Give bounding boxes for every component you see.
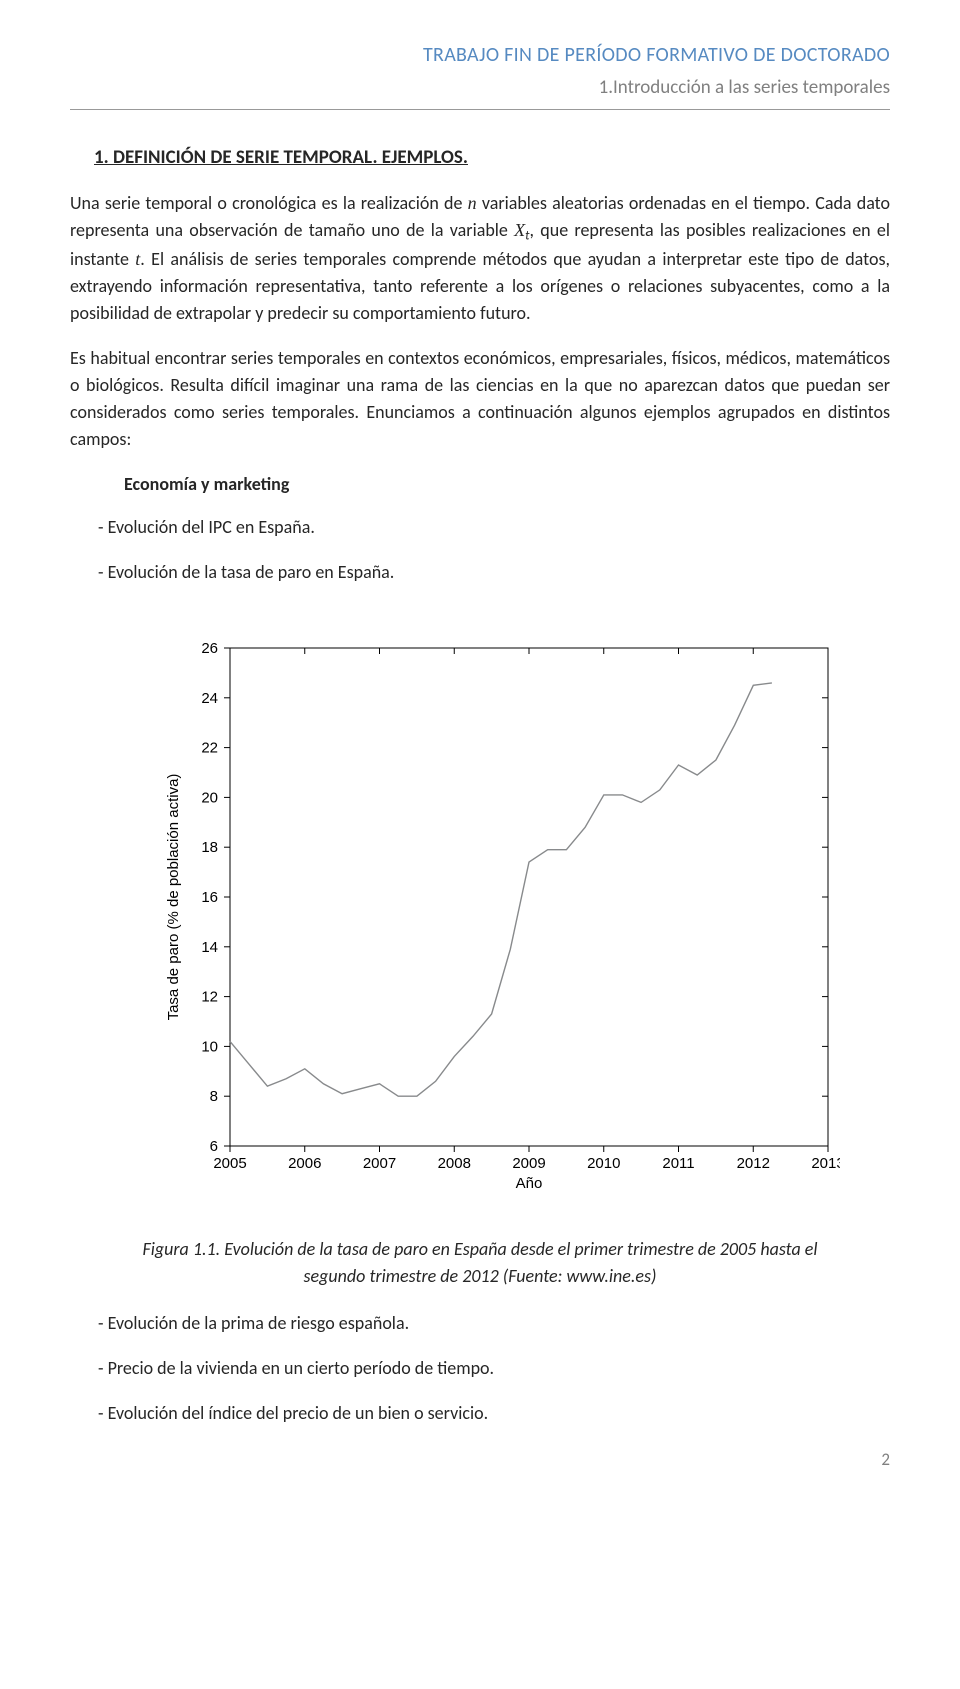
subsection-heading: Economía y marketing — [124, 471, 890, 498]
list-item: - Precio de la vivienda en un cierto per… — [98, 1355, 890, 1382]
caption-line-2: segundo trimestre de 2012 (Fuente: www.i… — [304, 1265, 657, 1287]
page: TRABAJO FIN DE PERÍODO FORMATIVO DE DOCT… — [0, 0, 960, 1503]
p1-text-a: Una serie temporal o cronológica es la r… — [70, 192, 468, 214]
unemployment-chart: 2005200620072008200920102011201220136810… — [160, 636, 840, 1196]
document-header: TRABAJO FIN DE PERÍODO FORMATIVO DE DOCT… — [70, 40, 890, 110]
caption-line-1: Figura 1.1. Evolución de la tasa de paro… — [142, 1238, 817, 1260]
svg-text:2012: 2012 — [737, 1155, 770, 1172]
line-chart-svg: 2005200620072008200920102011201220136810… — [160, 636, 840, 1196]
svg-text:8: 8 — [210, 1088, 218, 1105]
math-X: X — [514, 220, 525, 240]
math-n: n — [468, 193, 477, 213]
svg-text:6: 6 — [210, 1138, 218, 1155]
section-heading: 1. DEFINICIÓN DE SERIE TEMPORAL. EJEMPLO… — [94, 144, 890, 173]
paragraph-1: Una serie temporal o cronológica es la r… — [70, 190, 890, 327]
figure-caption: Figura 1.1. Evolución de la tasa de paro… — [70, 1236, 890, 1290]
list-item: - Evolución de la prima de riesgo españo… — [98, 1310, 890, 1337]
list-item: - Evolución de la tasa de paro en España… — [98, 559, 890, 586]
paragraph-2: Es habitual encontrar series temporales … — [70, 345, 890, 453]
document-subtitle: 1.Introducción a las series temporales — [70, 74, 890, 103]
svg-text:16: 16 — [201, 889, 218, 906]
svg-text:2008: 2008 — [438, 1155, 471, 1172]
list-item: - Evolución del IPC en España. — [98, 514, 890, 541]
svg-text:2007: 2007 — [363, 1155, 396, 1172]
svg-text:10: 10 — [201, 1038, 218, 1055]
svg-text:2009: 2009 — [512, 1155, 545, 1172]
svg-text:2005: 2005 — [213, 1155, 246, 1172]
svg-text:2013: 2013 — [811, 1155, 840, 1172]
svg-text:20: 20 — [201, 789, 218, 806]
svg-text:22: 22 — [201, 740, 218, 757]
svg-text:14: 14 — [201, 939, 218, 956]
document-title: TRABAJO FIN DE PERÍODO FORMATIVO DE DOCT… — [70, 40, 890, 70]
page-number: 2 — [70, 1447, 890, 1473]
svg-text:18: 18 — [201, 839, 218, 856]
svg-text:Año: Año — [516, 1175, 543, 1192]
svg-text:2010: 2010 — [587, 1155, 620, 1172]
svg-text:2011: 2011 — [662, 1155, 694, 1172]
svg-text:24: 24 — [201, 690, 218, 707]
svg-text:2006: 2006 — [288, 1155, 321, 1172]
svg-text:26: 26 — [201, 640, 218, 657]
p1-text-d: . El análisis de series temporales compr… — [70, 248, 890, 324]
svg-text:Tasa de paro (% de población a: Tasa de paro (% de población activa) — [165, 774, 182, 1021]
svg-text:12: 12 — [201, 989, 218, 1006]
list-item: - Evolución del índice del precio de un … — [98, 1400, 890, 1427]
